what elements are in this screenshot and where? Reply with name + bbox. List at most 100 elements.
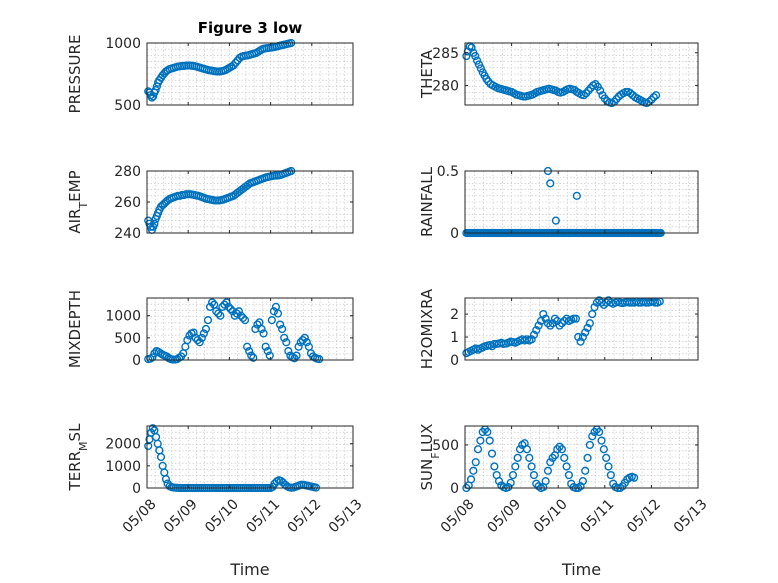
data-point bbox=[212, 307, 221, 316]
y-tick-label: 260 bbox=[114, 195, 141, 211]
mixdepth-panel: 0 500 1000 MIXDEPTH bbox=[66, 290, 354, 369]
data-point bbox=[506, 478, 515, 487]
data-point bbox=[597, 436, 606, 445]
data-point bbox=[490, 462, 499, 471]
data-point bbox=[150, 219, 159, 228]
data-point bbox=[232, 309, 241, 318]
data-point bbox=[220, 300, 229, 309]
data-point bbox=[585, 440, 594, 450]
data-point bbox=[569, 314, 578, 323]
air-temp-panel: 240 260 280 AIRTEMP bbox=[66, 164, 354, 242]
data-point bbox=[596, 86, 605, 95]
y-tick-label: 240 bbox=[114, 226, 141, 242]
y-axis-label-subscript: M bbox=[77, 441, 90, 451]
x-tick-label: 05/13 bbox=[671, 496, 711, 536]
data-point bbox=[240, 316, 250, 325]
data-point bbox=[471, 51, 480, 61]
y-tick-label: 1000 bbox=[105, 459, 141, 475]
data-point bbox=[282, 338, 291, 347]
y-axis-label: AIRTEMP bbox=[66, 170, 90, 233]
data-point bbox=[161, 475, 171, 484]
data-point bbox=[156, 452, 166, 462]
x-tick-label: 05/11 bbox=[243, 496, 283, 536]
data-point bbox=[527, 462, 536, 471]
y-axis-label: TERRMSL bbox=[66, 423, 90, 492]
data-point bbox=[522, 445, 532, 454]
data-points bbox=[144, 166, 296, 235]
data-point bbox=[604, 462, 613, 471]
data-point bbox=[651, 91, 661, 100]
grid-lines bbox=[146, 298, 354, 360]
x-tick-label: 05/13 bbox=[326, 496, 366, 536]
data-point bbox=[574, 332, 583, 342]
data-point bbox=[249, 353, 258, 362]
axes-frame bbox=[146, 42, 354, 106]
data-point bbox=[578, 477, 587, 486]
y-tick-label: 500 bbox=[114, 331, 141, 347]
data-point bbox=[548, 319, 557, 328]
x-axis-label: Time bbox=[561, 560, 601, 579]
x-tick-label: 05/12 bbox=[285, 496, 325, 536]
data-point bbox=[532, 326, 541, 335]
axes-frame bbox=[464, 170, 699, 234]
y-axis-label-subscript: F bbox=[429, 452, 442, 458]
axes-frame bbox=[146, 297, 354, 361]
terr-msl-panel: 05/08 05/09 05/10 05/11 05/12 05/13 0 1000 2000 T… bbox=[66, 423, 366, 579]
y-tick-label: 0 bbox=[450, 481, 459, 497]
y-tick-label: 0 bbox=[450, 226, 459, 242]
axes-frame bbox=[464, 42, 699, 106]
data-point bbox=[557, 319, 567, 328]
data-point bbox=[300, 333, 309, 342]
data-point bbox=[189, 328, 198, 337]
data-point bbox=[525, 453, 534, 462]
y-tick-label: 0 bbox=[132, 353, 141, 369]
data-point bbox=[557, 445, 567, 454]
y-tick-label: 1000 bbox=[105, 36, 141, 52]
data-point bbox=[592, 298, 601, 307]
grid-lines bbox=[146, 171, 354, 233]
data-point bbox=[243, 342, 252, 351]
y-axis-label-rest: EMP bbox=[66, 170, 84, 201]
x-axis-label: Time bbox=[229, 560, 269, 579]
data-point bbox=[564, 470, 574, 480]
data-point bbox=[222, 298, 231, 307]
data-point bbox=[651, 298, 660, 307]
data-point bbox=[302, 338, 311, 347]
data-point bbox=[466, 475, 476, 484]
data-point bbox=[572, 191, 581, 200]
axes-frame bbox=[464, 297, 699, 361]
grid-lines bbox=[464, 171, 699, 233]
data-point bbox=[163, 196, 172, 205]
y-axis-label: RAINFALL bbox=[418, 166, 436, 237]
data-point bbox=[494, 477, 504, 486]
data-point bbox=[476, 64, 485, 73]
data-point bbox=[576, 337, 585, 346]
data-point bbox=[546, 321, 555, 330]
y-tick-label: 280 bbox=[432, 78, 459, 94]
data-point bbox=[476, 436, 485, 445]
data-point bbox=[562, 462, 571, 471]
data-point bbox=[550, 314, 560, 323]
data-point bbox=[278, 324, 287, 334]
y-tick-label: 2 bbox=[450, 307, 459, 323]
data-point bbox=[193, 335, 202, 345]
data-point bbox=[588, 309, 597, 319]
data-point bbox=[469, 466, 478, 475]
grid-lines bbox=[146, 426, 354, 488]
data-point bbox=[551, 216, 560, 225]
data-point bbox=[207, 298, 217, 307]
data-point bbox=[201, 324, 211, 334]
y-tick-label: 280 bbox=[114, 164, 141, 180]
data-point bbox=[571, 314, 581, 323]
y-tick-label: 2000 bbox=[105, 437, 141, 453]
chart-title: Figure 3 low bbox=[198, 19, 303, 37]
y-tick-label: 285 bbox=[432, 46, 459, 62]
data-point bbox=[543, 319, 553, 328]
data-point bbox=[474, 60, 484, 69]
x-tick-label: 05/10 bbox=[202, 496, 242, 536]
data-point bbox=[511, 462, 520, 471]
pressure-panel: 500 1000 PRESSURE Figure 3 low bbox=[66, 19, 354, 114]
data-point bbox=[621, 87, 630, 97]
